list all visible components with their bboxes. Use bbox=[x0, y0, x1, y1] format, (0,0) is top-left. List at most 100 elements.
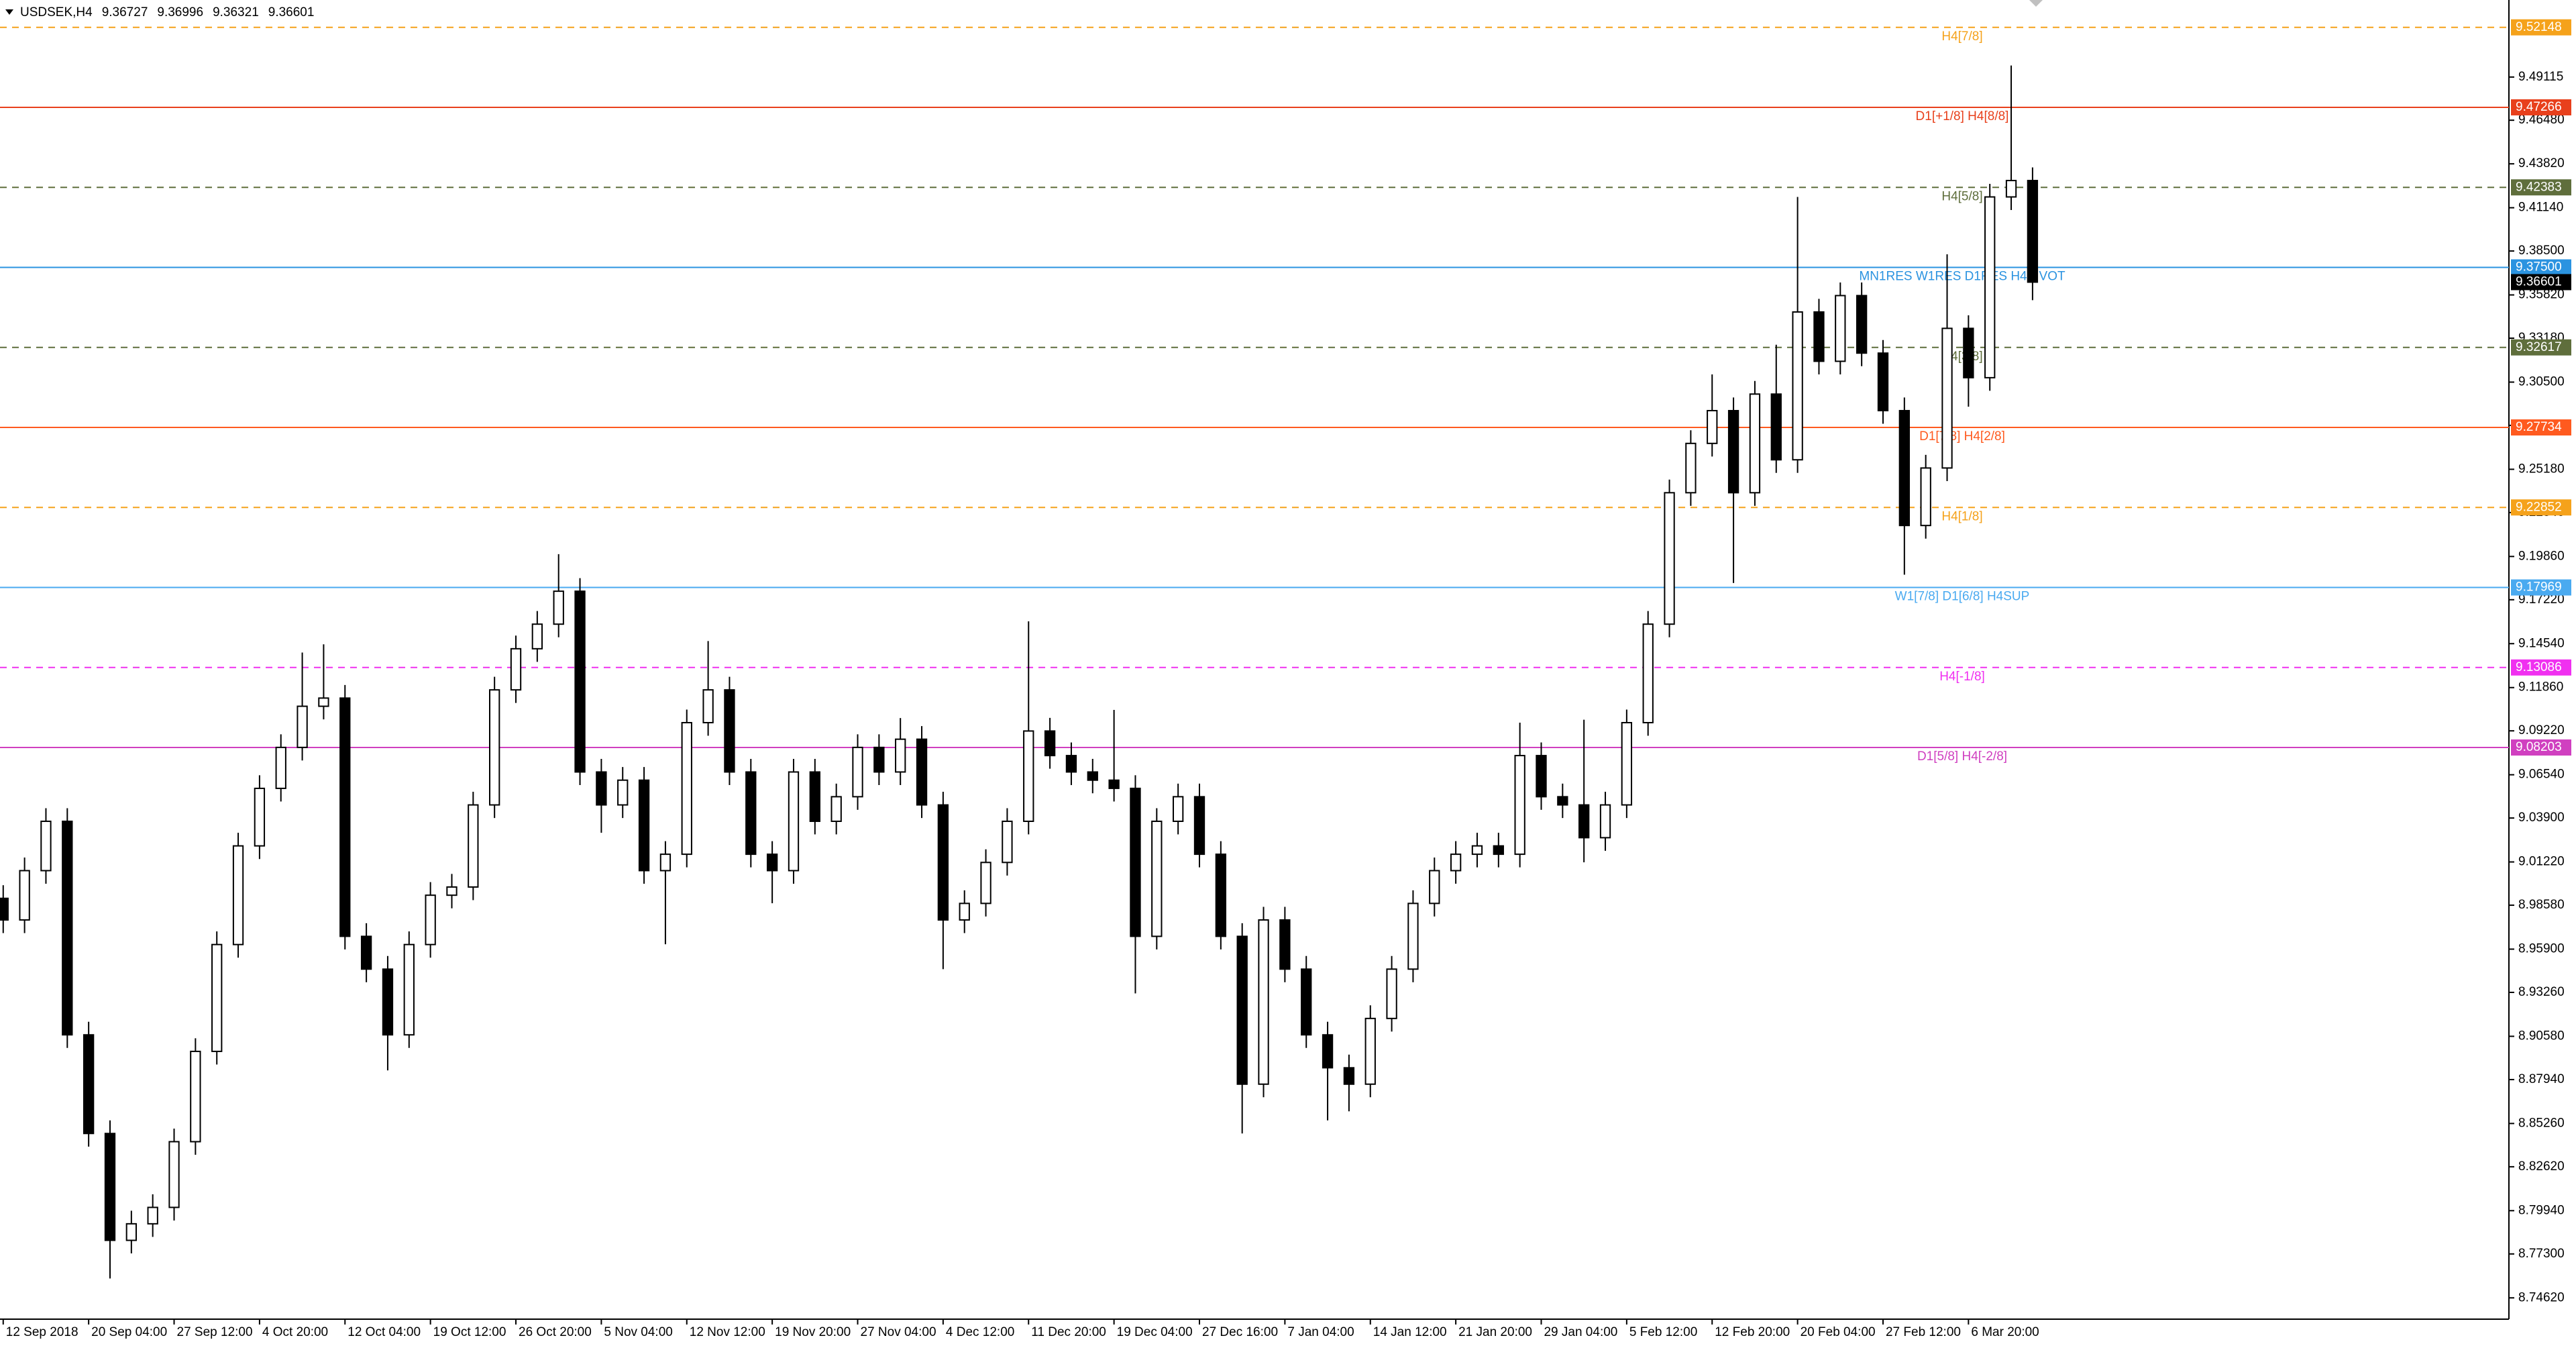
candle-body bbox=[1364, 1017, 1376, 1085]
x-tick-label: 12 Nov 12:00 bbox=[690, 1325, 765, 1339]
x-tick-label: 21 Jan 20:00 bbox=[1458, 1325, 1532, 1339]
candle-body bbox=[62, 821, 73, 1036]
menu-triangle[interactable] bbox=[5, 9, 13, 15]
x-tick-label: 5 Nov 04:00 bbox=[604, 1325, 672, 1339]
candle-body bbox=[1322, 1034, 1334, 1069]
candle-body bbox=[1279, 919, 1291, 970]
level-price-box-label: 9.42383 bbox=[2516, 180, 2562, 194]
candle-body bbox=[766, 853, 778, 872]
x-tick-label: 4 Oct 20:00 bbox=[262, 1325, 328, 1339]
candle-body bbox=[1471, 845, 1483, 856]
candle-body bbox=[873, 746, 885, 773]
y-tick-label: 8.87940 bbox=[2518, 1072, 2565, 1086]
level-price-box bbox=[2511, 179, 2571, 196]
candle-body bbox=[1002, 821, 1013, 864]
candle-body bbox=[1450, 853, 1462, 872]
level-label: H4[1/8] bbox=[1941, 509, 1982, 523]
level-label: D1[+1/8] H4[8/8] bbox=[1916, 109, 2009, 123]
candle-body bbox=[1065, 755, 1077, 773]
candle-body bbox=[403, 943, 415, 1036]
candle-body bbox=[1856, 295, 1868, 354]
level-price-box bbox=[2511, 19, 2571, 36]
candle-body bbox=[1258, 919, 1269, 1085]
candle-body bbox=[596, 771, 607, 806]
x-tick-label: 7 Jan 04:00 bbox=[1287, 1325, 1354, 1339]
level-price-box bbox=[2511, 259, 2571, 276]
candle-body bbox=[659, 853, 672, 872]
candle-body bbox=[1770, 393, 1782, 461]
candle-body bbox=[1514, 755, 1525, 856]
level-price-box bbox=[2511, 659, 2571, 676]
candle-body bbox=[788, 771, 800, 872]
y-tick-label: 9.30500 bbox=[2518, 374, 2565, 389]
candle-body bbox=[1578, 804, 1590, 839]
candle-body bbox=[745, 771, 757, 856]
x-tick-label: 20 Feb 04:00 bbox=[1801, 1325, 1876, 1339]
candle-body bbox=[1941, 327, 1953, 469]
candle-body bbox=[1429, 870, 1440, 904]
candle-body bbox=[168, 1141, 180, 1208]
x-tick-label: 12 Sep 2018 bbox=[6, 1325, 78, 1339]
candle-body bbox=[1236, 935, 1248, 1085]
x-tick-label: 11 Dec 20:00 bbox=[1031, 1325, 1106, 1339]
last-price-box-label: 9.36601 bbox=[2516, 274, 2562, 289]
candle-body bbox=[2027, 180, 2039, 283]
level-price-box-label: 9.13086 bbox=[2516, 660, 2562, 674]
x-tick-label: 26 Oct 20:00 bbox=[519, 1325, 592, 1339]
x-tick-label: 12 Oct 04:00 bbox=[347, 1325, 421, 1339]
candle-body bbox=[19, 870, 30, 921]
level-price-box-label: 9.08203 bbox=[2516, 740, 2562, 754]
candle-body bbox=[1130, 787, 1141, 937]
y-tick-label: 8.90580 bbox=[2518, 1029, 2565, 1043]
symbol: USDSEK,H4 bbox=[20, 5, 93, 19]
y-tick-label: 9.35820 bbox=[2518, 288, 2565, 302]
y-tick-label: 9.14540 bbox=[2518, 636, 2565, 650]
candle-body bbox=[446, 886, 458, 896]
chart-header: USDSEK,H4 9.36727 9.36996 9.36321 9.36601 bbox=[20, 5, 314, 19]
candle-body bbox=[275, 746, 286, 789]
level-label: H4[7/8] bbox=[1941, 30, 1982, 44]
candle-body bbox=[147, 1206, 158, 1225]
candle-body bbox=[2005, 180, 2017, 198]
candle-body bbox=[1963, 327, 1974, 378]
y-tick-label: 8.95900 bbox=[2518, 942, 2565, 956]
level-price-box bbox=[2511, 339, 2571, 356]
level-price-box-label: 9.52148 bbox=[2516, 20, 2562, 34]
candle-body bbox=[425, 894, 436, 945]
level-label: D1[7/8] H4[2/8] bbox=[1919, 429, 2005, 444]
candle-body bbox=[916, 738, 928, 806]
candle-body bbox=[1877, 352, 1889, 411]
candle-body bbox=[1707, 409, 1718, 444]
candle-body bbox=[574, 590, 586, 773]
candle-body bbox=[254, 787, 266, 847]
x-tick-label: 12 Feb 20:00 bbox=[1715, 1325, 1790, 1339]
candle-body bbox=[1215, 853, 1227, 937]
x-tick-label: 27 Dec 16:00 bbox=[1202, 1325, 1278, 1339]
level-price-box-label: 9.27734 bbox=[2516, 420, 2562, 434]
candle-body bbox=[937, 804, 949, 921]
candle-body bbox=[0, 897, 9, 921]
candle-body bbox=[830, 796, 842, 823]
level-label: H4[5/8] bbox=[1941, 189, 1982, 203]
x-tick-label: 14 Jan 12:00 bbox=[1373, 1325, 1447, 1339]
x-tick-label: 27 Nov 04:00 bbox=[861, 1325, 936, 1339]
candle-body bbox=[1151, 821, 1163, 937]
y-tick-label: 9.38500 bbox=[2518, 244, 2565, 258]
candle-body bbox=[1685, 442, 1697, 494]
candle-body bbox=[724, 689, 735, 773]
y-tick-label: 8.93260 bbox=[2518, 985, 2565, 999]
level-price-box-label: 9.17969 bbox=[2516, 580, 2562, 594]
candle-body bbox=[40, 821, 52, 872]
candle-body bbox=[1343, 1067, 1355, 1085]
y-tick-label: 9.17220 bbox=[2518, 592, 2565, 607]
candle-body bbox=[1813, 311, 1825, 362]
y-tick-label: 9.03900 bbox=[2518, 811, 2565, 825]
y-tick-label: 9.25180 bbox=[2518, 462, 2565, 476]
candle-body bbox=[1386, 968, 1397, 1019]
candle-body bbox=[617, 779, 629, 806]
level-price-box bbox=[2511, 419, 2571, 436]
candle-body bbox=[297, 705, 308, 748]
header-price: 9.36996 bbox=[157, 5, 203, 19]
header-price: 9.36601 bbox=[268, 5, 315, 19]
